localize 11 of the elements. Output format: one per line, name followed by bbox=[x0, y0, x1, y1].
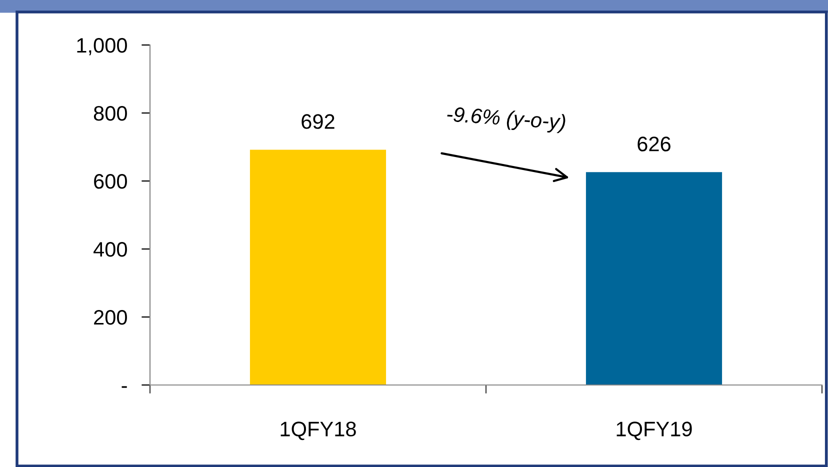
y-tick-label: 800 bbox=[94, 106, 127, 121]
y-tick-label: 200 bbox=[94, 310, 127, 325]
annotation: -9.6% (y-o-y) bbox=[446, 106, 566, 134]
x-tick-label: 1QFY18 bbox=[280, 422, 356, 440]
y-tick-label: 600 bbox=[94, 174, 127, 189]
y-tick-label: - bbox=[122, 386, 127, 388]
y-tick-label: 400 bbox=[94, 242, 127, 257]
y-tick-label: 1,000 bbox=[77, 38, 127, 56]
data-label: 626 bbox=[638, 136, 670, 152]
data-label: 692 bbox=[302, 114, 334, 129]
x-tick-label: 1QFY19 bbox=[616, 422, 692, 440]
